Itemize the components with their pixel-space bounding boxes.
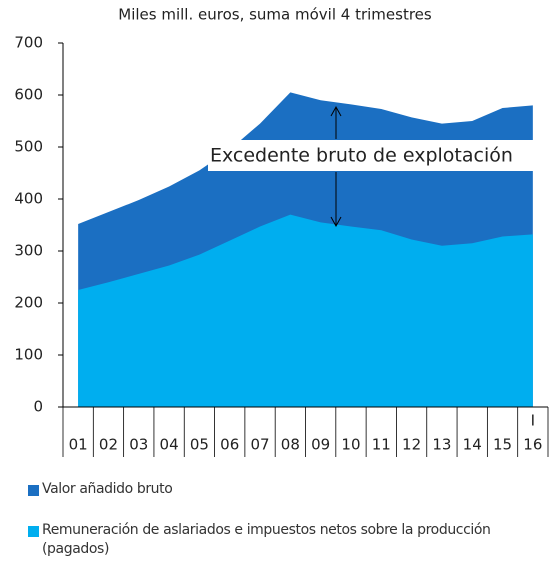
y-tick-label: 200 [14, 294, 43, 312]
x-tick-label: 09 [311, 436, 330, 454]
legend: Valor añadido bruto Remuneración de aslar… [28, 480, 548, 581]
x-note: I [531, 412, 535, 430]
area [78, 214, 533, 407]
x-tick-label: 10 [341, 436, 360, 454]
x-tick-label: 04 [160, 436, 179, 454]
y-tick-label: 300 [14, 242, 43, 260]
y-tick-label: 700 [14, 34, 43, 52]
legend-swatch [28, 485, 39, 496]
x-tick-label: 05 [190, 436, 209, 454]
x-tick-label: 07 [250, 436, 269, 454]
x-tick-label: 02 [99, 436, 118, 454]
chart: Miles mill. euros, suma móvil 4 trimestr… [14, 6, 549, 457]
y-tick-label: 500 [14, 138, 43, 156]
y-tick-label: 400 [14, 190, 43, 208]
x-tick-label: 16 [523, 436, 542, 454]
page: {"chart_data": {"type": "area", "title":… [14, 5, 549, 557]
x-tick-label: 11 [372, 436, 391, 454]
x-tick-label: 06 [220, 436, 239, 454]
x-tick-label: 03 [129, 436, 148, 454]
y-tick-label: 0 [33, 398, 43, 416]
annotation-box [208, 140, 538, 171]
legend-label: Remuneración de aslariados e impuestos n… [42, 522, 491, 557]
legend-item: Remuneración de aslariados e impuestos n… [28, 521, 548, 559]
x-tick-label: 15 [493, 436, 512, 454]
y-tick-label: 600 [14, 86, 43, 104]
legend-swatch [28, 526, 39, 537]
x-tick-label: 08 [281, 436, 300, 454]
chart-title: Miles mill. euros, suma móvil 4 trimestr… [118, 6, 432, 24]
x-tick-label: 13 [432, 436, 451, 454]
x-tick-label: 12 [402, 436, 421, 454]
legend-item: Valor añadido bruto [28, 480, 548, 499]
x-tick-label: 01 [69, 436, 88, 454]
legend-label: Valor añadido bruto [42, 481, 173, 497]
annotation: Excedente bruto de explotación [210, 145, 513, 167]
y-tick-label: 100 [14, 346, 43, 364]
x-tick-label: 14 [463, 436, 482, 454]
arrow-head [330, 105, 342, 228]
